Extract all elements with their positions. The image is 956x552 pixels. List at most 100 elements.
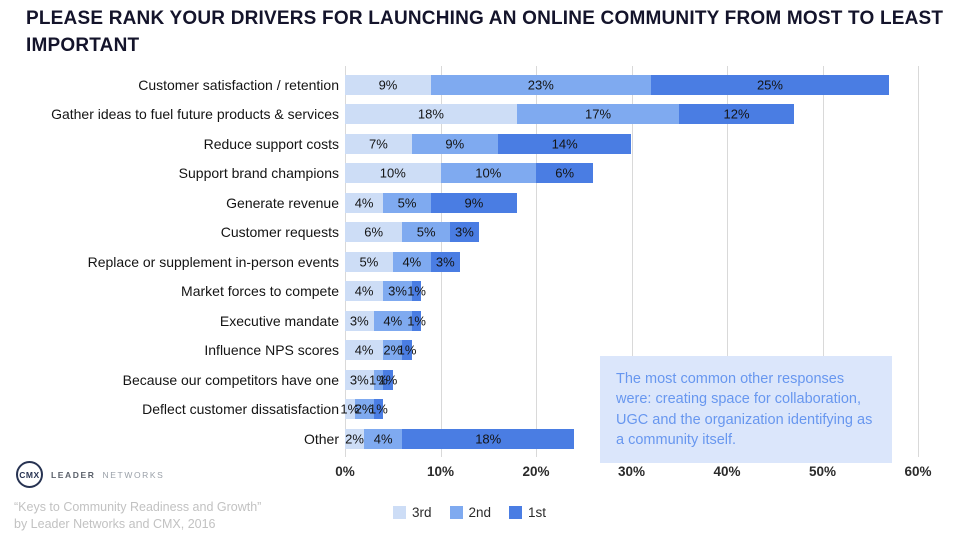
segment-value-label: 2% <box>383 342 403 358</box>
category-label: Reduce support costs <box>203 135 339 152</box>
category-label: Market forces to compete <box>181 283 339 300</box>
chart-row: Reduce support costs 7% 9% 14% <box>14 129 920 159</box>
stacked-bar: 3% 1% 1% <box>345 369 918 390</box>
category-label: Customer requests <box>220 224 339 241</box>
bar-segment-3rd: 4% <box>345 340 384 361</box>
stacked-bar: 6% 5% 3% <box>345 222 918 243</box>
bar-segment-3rd: 1% <box>340 399 359 420</box>
x-axis: 0% 10% 20% 30% 40% 50% 60% <box>335 463 931 484</box>
legend: 3rd 2nd 1st <box>393 505 546 520</box>
chart-row: Because our competitors have one 3% 1% 1% <box>14 365 920 395</box>
source-credit-line1: “Keys to Community Readiness and Growth” <box>14 500 262 514</box>
segment-value-label: 5% <box>416 224 436 240</box>
segment-value-label: 1% <box>397 342 417 358</box>
gridline <box>536 66 537 457</box>
stacked-bar: 1% 2% 1% <box>340 399 918 420</box>
bar-segment-2nd: 10% <box>440 163 536 184</box>
segment-value-label: 4% <box>354 283 374 299</box>
segment-value-label: 7% <box>369 136 388 152</box>
segment-value-label: 3% <box>388 283 407 299</box>
chart-row: Influence NPS scores 4% 2% 1% <box>14 336 920 366</box>
gridline <box>631 66 633 457</box>
stacked-bar: 18% 17% 12% <box>345 104 918 125</box>
segment-value-label: 3% <box>454 224 474 240</box>
segment-value-label: 6% <box>555 165 575 181</box>
gridline <box>727 66 728 457</box>
chart-row: Gather ideas to fuel future products & s… <box>14 100 920 130</box>
category-label: Deflect customer dissatisfaction <box>142 401 339 418</box>
segment-value-label: 9% <box>445 136 465 152</box>
bar-segment-1st: 1% <box>379 369 397 390</box>
bar-segment-3rd: 7% <box>345 133 412 154</box>
bar-segment-3rd: 9% <box>345 74 431 95</box>
bar-segment-3rd: 3% <box>345 369 374 390</box>
bar-segment-2nd: 5% <box>383 192 431 213</box>
chart-row: Replace or supplement in-person events 5%… <box>14 247 920 277</box>
category-label: Executive mandate <box>219 312 339 329</box>
segment-value-label: 9% <box>464 195 484 211</box>
bar-segment-2nd: 2% <box>383 340 403 361</box>
segment-value-label: 1% <box>340 401 360 417</box>
bar-segment-2nd: 4% <box>364 428 403 449</box>
bar-segment-1st: 1% <box>398 340 416 361</box>
bar-segment-3rd: 5% <box>345 251 393 272</box>
segment-value-label: 1% <box>369 401 388 417</box>
segment-value-label: 1% <box>369 372 388 388</box>
x-axis-tick-label: 0% <box>335 463 355 479</box>
stacked-bar: 5% 4% 3% <box>345 251 918 272</box>
segment-value-label: 1% <box>407 283 426 299</box>
legend-label-1st: 1st <box>528 505 547 520</box>
bar-segment-1st: 12% <box>679 104 794 125</box>
legend-swatch-3rd <box>393 506 406 519</box>
bar-segment-1st: 1% <box>369 399 388 420</box>
gridline <box>918 66 919 457</box>
segment-value-label: 4% <box>354 195 374 211</box>
stacked-bar: 2% 4% 18% <box>345 428 918 449</box>
source-credit-line2: by Leader Networks and CMX, 2016 <box>14 516 216 531</box>
chart-row: Market forces to compete 4% 3% 1% <box>14 277 920 307</box>
bar-segment-2nd: 3% <box>383 281 412 302</box>
segment-value-label: 18% <box>475 431 502 447</box>
brand-name-leader: LEADER <box>51 469 96 480</box>
bar-segment-3rd: 4% <box>345 281 384 302</box>
legend-item-2nd: 2nd <box>449 505 491 520</box>
segment-value-label: 1% <box>407 313 426 329</box>
legend-swatch-2nd <box>449 506 463 519</box>
stacked-bar: 10% 10% 6% <box>345 163 918 184</box>
stacked-bar: 3% 4% 1% <box>345 310 918 331</box>
annotation-box: The most common other responses were: cr… <box>600 356 892 464</box>
segment-value-label: 4% <box>402 254 422 270</box>
bar-segment-1st: 1% <box>407 310 426 331</box>
cmx-logo-icon: CMX <box>16 461 43 488</box>
stacked-bar: 7% 9% 14% <box>345 133 918 154</box>
segment-value-label: 25% <box>756 77 783 93</box>
category-label: Other <box>303 430 339 447</box>
bar-segment-1st: 18% <box>402 428 575 449</box>
category-label: Support brand champions <box>178 165 339 182</box>
segment-value-label: 18% <box>417 106 444 122</box>
bar-segment-3rd: 2% <box>345 428 365 449</box>
segment-value-label: 5% <box>397 195 417 211</box>
segment-value-label: 1% <box>378 372 398 388</box>
chart-row: Customer satisfaction / retention 9% 23% 25… <box>14 70 920 100</box>
bar-segment-3rd: 18% <box>345 104 517 125</box>
bar-segment-3rd: 6% <box>345 222 403 243</box>
chart-row: Support brand champions 10% 10% 6% <box>14 159 920 189</box>
x-axis-tick-label: 60% <box>904 463 932 479</box>
segment-value-label: 2% <box>354 401 374 417</box>
source-credit: “Keys to Community Readiness and Growth”… <box>14 499 261 533</box>
legend-item-3rd: 3rd <box>393 505 432 520</box>
bar-segment-1st: 3% <box>450 222 479 243</box>
bar-segment-1st: 14% <box>497 133 632 154</box>
category-label: Generate revenue <box>226 194 339 211</box>
segment-value-label: 14% <box>551 136 578 152</box>
stacked-bar: 4% 3% 1% <box>345 281 918 302</box>
bar-segment-1st: 25% <box>650 74 890 95</box>
segment-value-label: 6% <box>364 224 384 240</box>
segment-value-label: 3% <box>349 372 369 388</box>
x-axis-tick-label: 20% <box>522 463 550 479</box>
segment-value-label: 2% <box>345 431 364 447</box>
bar-segment-2nd: 9% <box>411 133 498 154</box>
category-label: Replace or supplement in-person events <box>87 253 339 270</box>
